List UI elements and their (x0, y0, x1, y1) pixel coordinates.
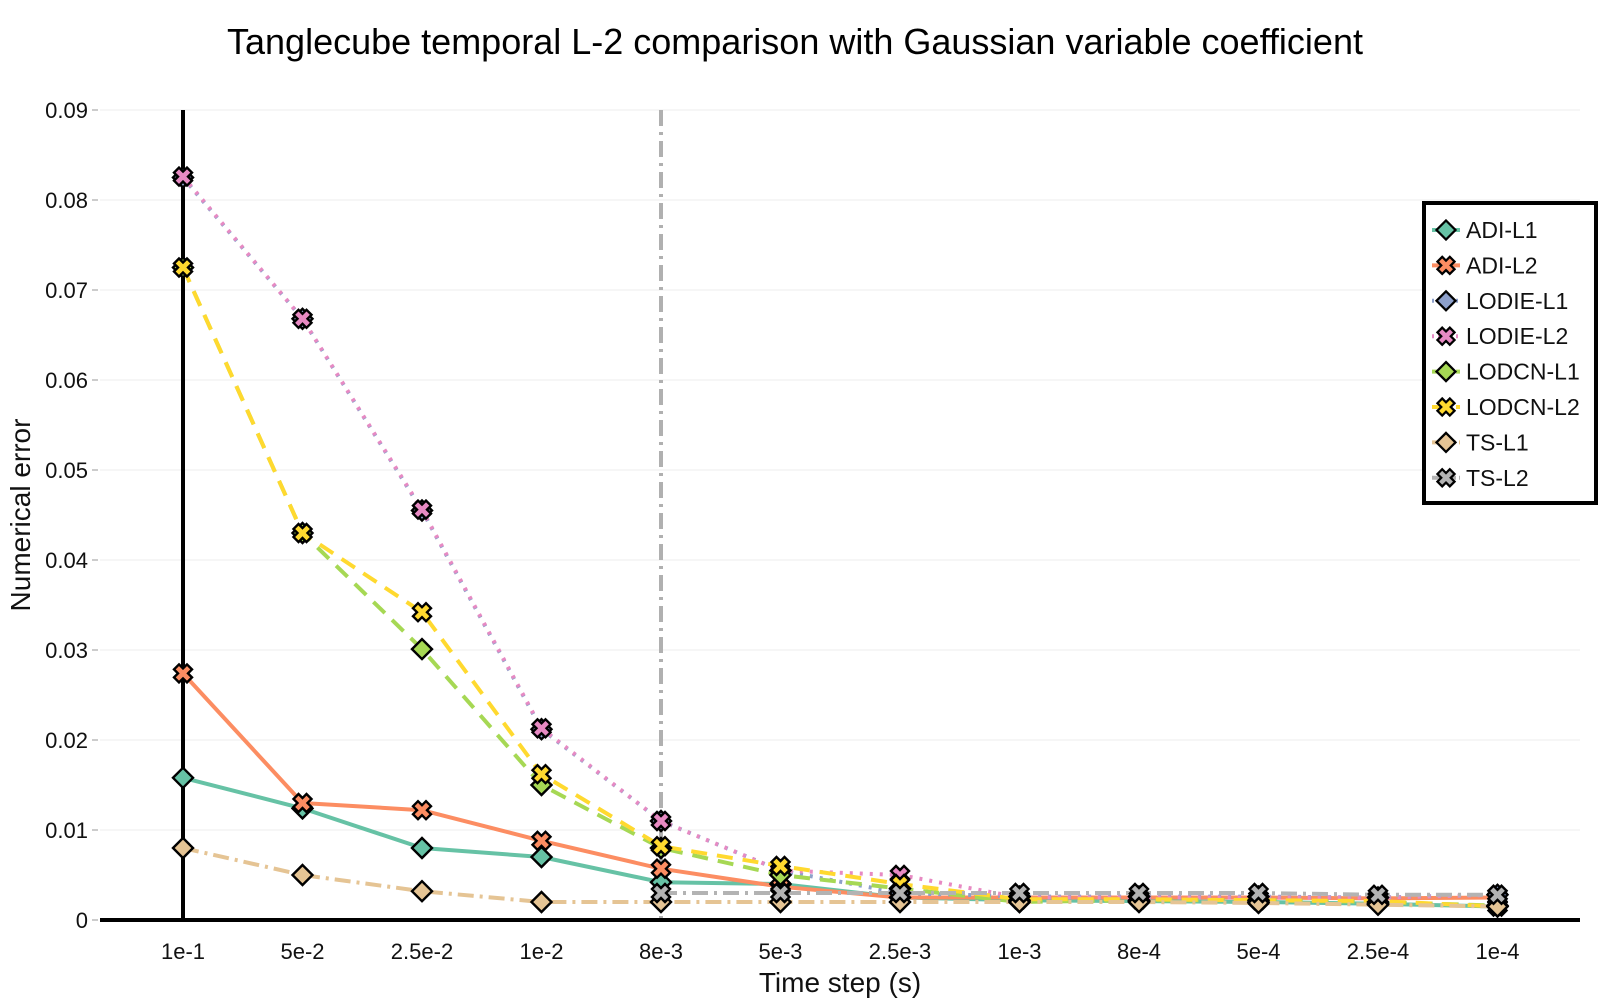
series-line-adi-l2 (181, 672, 1498, 901)
legend-label-adi-l2: ADI-L2 (1466, 252, 1538, 278)
marker-ts-l2 (889, 882, 911, 904)
x-axis-title: Time step (s) (759, 967, 921, 998)
marker-adi-l2 (172, 662, 194, 685)
x-tick-label: 1e-3 (997, 939, 1041, 964)
marker-adi-l2 (411, 799, 433, 821)
marker-ts-l2 (1367, 884, 1389, 906)
y-tick-label: 0.07 (45, 278, 88, 303)
legend-label-lodie-l2: LODIE-L2 (1466, 323, 1568, 349)
marker-lodcn-l1 (410, 637, 434, 661)
series-markers (171, 165, 1510, 919)
series-line-lodcn-l2 (181, 266, 1498, 909)
marker-lodcn-l2 (172, 256, 194, 279)
marker-ts-l2 (650, 882, 672, 904)
y-tick-label: 0.08 (45, 188, 88, 213)
chart-title: Tanglecube temporal L-2 comparison with … (227, 21, 1363, 62)
y-tick-label: 0.05 (45, 458, 88, 483)
x-tick-label: 2.5e-2 (391, 939, 453, 964)
legend-label-adi-l1: ADI-L1 (1466, 217, 1538, 243)
legend-marker-icon (1434, 360, 1458, 383)
marker-ts-l1 (290, 863, 315, 887)
y-tick-label: 0.03 (45, 638, 88, 663)
marker-adi-l2 (530, 830, 553, 852)
y-axis-title: Numerical error (5, 419, 36, 612)
x-tick-label: 8e-3 (639, 939, 683, 964)
marker-adi-l1 (529, 845, 554, 869)
legend-marker-icon (1434, 431, 1458, 454)
series-line-lodcn-l1 (181, 266, 1498, 908)
marker-lodcn-l2 (291, 522, 314, 544)
marker-lodie-l2 (411, 498, 433, 521)
y-tick-label: 0.06 (45, 368, 88, 393)
legend-label-lodcn-l1: LODCN-L1 (1466, 359, 1580, 385)
legend-marker-icon (1434, 218, 1458, 242)
tick-labels: 0 0.01 0.02 0.03 0.04 0.05 0.06 0.07 0.08 0.09 1e-… (45, 98, 1519, 964)
legend-label-ts-l2: TS-L2 (1466, 465, 1529, 491)
marker-adi-l1 (171, 766, 195, 790)
y-tick-label: 0.02 (45, 728, 88, 753)
legend-label-ts-l1: TS-L1 (1466, 429, 1529, 455)
marker-ts-l2 (1008, 882, 1031, 904)
marker-lodie-l2 (291, 308, 314, 330)
series-line-lodie-l1 (181, 176, 1498, 900)
x-tick-label: 5e-4 (1236, 939, 1280, 964)
marker-ts-l2 (1128, 882, 1150, 904)
marker-lodcn-l2 (411, 601, 433, 623)
legend-marker-icon (1435, 255, 1457, 276)
gridlines (92, 109, 1580, 921)
marker-lodcn-l2 (530, 763, 553, 785)
series-line-ts-l1 (182, 846, 1498, 909)
marker-ts-l1 (529, 890, 554, 914)
marker-ts-l1 (410, 879, 434, 903)
legend-marker-icon (1435, 326, 1457, 347)
marker-lodie-l2 (530, 717, 553, 739)
marker-adi-l2 (291, 792, 314, 814)
y-tick-label: 0.04 (45, 548, 88, 573)
y-tick-label: 0 (76, 908, 88, 933)
marker-ts-l1 (171, 836, 195, 860)
marker-ts-l2 (769, 882, 792, 904)
x-tick-label: 1e-2 (519, 939, 563, 964)
x-tick-label: 2.5e-3 (869, 939, 931, 964)
marker-lodie-l2 (172, 165, 194, 188)
legend-label-lodie-l1: LODIE-L1 (1466, 288, 1568, 314)
legend-marker-icon (1435, 467, 1457, 488)
x-tick-label: 5e-2 (280, 939, 324, 964)
x-tick-label: 2.5e-4 (1347, 939, 1409, 964)
x-tick-label: 1e-1 (161, 939, 205, 964)
x-tick-label: 1e-4 (1475, 939, 1519, 964)
marker-adi-l1 (410, 836, 434, 860)
x-tick-label: 8e-4 (1117, 939, 1161, 964)
marker-ts-l2 (1247, 882, 1270, 904)
marker-lodcn-l2 (769, 855, 792, 877)
legend-marker-icon (1435, 396, 1457, 418)
marker-lodie-l2 (650, 810, 672, 832)
series-line-ts-l2 (661, 891, 1498, 897)
legend-marker-icon (1434, 289, 1458, 312)
marker-adi-l2 (650, 858, 672, 880)
series-line-lodie-l2 (181, 175, 1498, 900)
legend-label-lodcn-l2: LODCN-L2 (1466, 394, 1580, 420)
y-tick-label: 0.09 (45, 98, 88, 123)
legend: ADI-L1 ADI-L2 LODIE-L1 LODIE-L2 LODCN-L1 LODC… (1422, 201, 1598, 505)
series-lines (181, 175, 1498, 909)
marker-lodcn-l2 (650, 835, 672, 857)
y-tick-label: 0.01 (45, 818, 88, 843)
x-tick-label: 5e-3 (758, 939, 802, 964)
legend-box (1422, 201, 1598, 505)
marker-ts-l2 (1486, 884, 1509, 906)
axes (100, 110, 1580, 922)
